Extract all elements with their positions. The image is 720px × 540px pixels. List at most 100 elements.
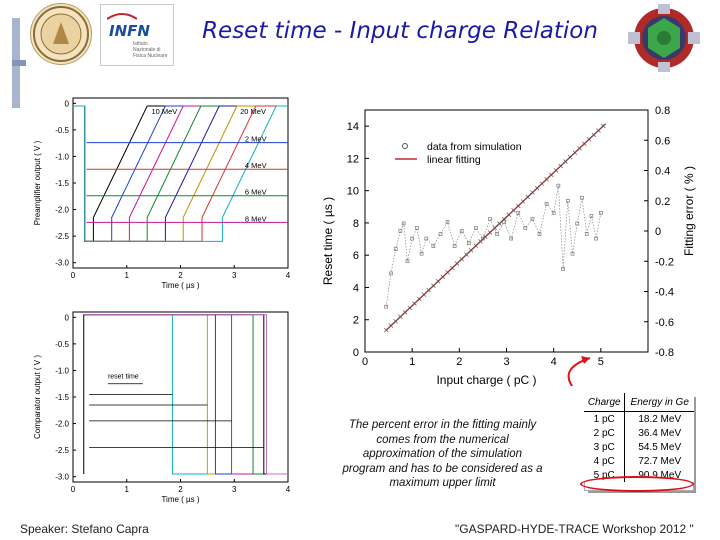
x-tick-label: 2 <box>178 485 183 494</box>
y-axis-label: Reset time ( µs ) <box>321 197 335 285</box>
table-cell: 3 pC <box>584 440 626 454</box>
error-point <box>401 221 406 226</box>
table-row: 3 pC 54.5 MeV <box>584 440 694 454</box>
energy-annotation: 10 MeV <box>151 107 177 116</box>
simulation-point <box>539 181 545 186</box>
simulation-point <box>586 137 592 142</box>
simulation-point <box>421 292 427 297</box>
preamp-series-line <box>73 105 288 242</box>
simulation-point <box>506 212 512 217</box>
error-point <box>566 198 570 203</box>
y-tick-label: -1.0 <box>55 366 69 375</box>
simulation-point <box>483 234 488 240</box>
x-tick-label: 3 <box>232 271 237 280</box>
x-tick-label: 2 <box>178 271 183 280</box>
simulation-point <box>431 283 436 288</box>
simulation-point <box>459 256 464 262</box>
x-tick-label: 0 <box>71 271 76 280</box>
simulation-point <box>553 168 559 173</box>
error-point <box>431 244 436 248</box>
simulation-point <box>600 123 606 129</box>
y2-tick-label: 0 <box>655 226 661 238</box>
plot-frame <box>72 311 289 483</box>
x-tick-label: 0 <box>362 356 368 368</box>
y-tick-label: 14 <box>347 121 359 133</box>
simulation-point <box>388 323 394 328</box>
table-cell: 2 pC <box>584 426 626 440</box>
y-tick-label: 4 <box>353 282 359 294</box>
y-tick-label: 0 <box>65 313 70 322</box>
slide-title: Reset time - Input charge Relation <box>202 18 598 44</box>
simulation-point <box>558 163 563 169</box>
energy-annotation: 2 MeV <box>245 135 267 144</box>
x-tick-label: 1 <box>409 356 415 368</box>
simulation-point <box>426 287 431 293</box>
simulation-point <box>577 145 582 151</box>
error-point <box>589 214 594 218</box>
y-tick-label: -2.0 <box>55 420 69 429</box>
energy-annotation: 4 MeV <box>245 161 267 170</box>
simulation-point <box>445 270 450 275</box>
error-point <box>516 211 521 215</box>
table-cell: 18.2 MeV <box>638 413 682 425</box>
error-point <box>509 236 514 241</box>
y-tick-label: 12 <box>347 153 359 165</box>
simulation-point <box>497 221 502 226</box>
error-point <box>424 236 429 241</box>
plot-frame <box>364 109 649 353</box>
error-point <box>551 211 556 215</box>
simulation-point <box>591 132 597 138</box>
x-tick-label: 0 <box>71 485 76 494</box>
x-tick-label: 4 <box>286 485 291 494</box>
simulation-point <box>534 185 540 191</box>
y2-tick-label: 0.6 <box>655 135 670 147</box>
table-row: 1 pC 18.2 MeV <box>584 411 694 426</box>
y-axis-label: Preamplifier output ( V ) <box>33 140 42 225</box>
simulation-point <box>487 230 493 235</box>
x-tick-label: 4 <box>551 356 557 368</box>
detector-illustration <box>620 2 708 74</box>
simulation-point <box>454 261 460 266</box>
infn-logo-text: INFN <box>109 22 150 40</box>
y2-axis-label: Fitting error ( % ) <box>682 166 696 256</box>
y-tick-label: 10 <box>347 186 359 198</box>
table-cell: 54.5 MeV <box>638 441 682 453</box>
y2-tick-label: -0.2 <box>655 256 674 268</box>
y-tick-label: -0.5 <box>55 126 69 135</box>
plot-frame <box>72 97 289 269</box>
infn-logo-subtitle: Istituto Nazionale di Fisica Nucleare <box>133 41 168 59</box>
simulation-point <box>520 199 526 204</box>
legend-label: linear fitting <box>427 154 481 166</box>
x-tick-label: 1 <box>125 271 130 280</box>
x-axis-label: Time ( µs ) <box>161 281 199 290</box>
simulation-point <box>407 305 413 311</box>
simulation-point <box>450 265 455 271</box>
error-point <box>445 220 450 224</box>
infn-logo: INFN Istituto Nazionale di Fisica Nuclea… <box>100 4 174 66</box>
y-tick-label: -1.5 <box>55 393 69 402</box>
y-tick-label: -1.0 <box>55 152 69 161</box>
error-point <box>537 232 542 236</box>
y-tick-label: 6 <box>353 250 359 262</box>
table-row: 4 pC 72.7 MeV <box>584 454 694 468</box>
x-tick-label: 5 <box>598 356 604 368</box>
error-point <box>575 221 580 226</box>
error-point <box>584 232 589 236</box>
y2-tick-label: -0.4 <box>655 287 674 299</box>
x-axis-label: Time ( µs ) <box>161 495 199 504</box>
error-point <box>405 259 410 264</box>
table-cell: 90.9 MeV <box>638 469 682 481</box>
table-cell: 72.7 MeV <box>638 455 682 467</box>
simulation-point <box>516 203 521 209</box>
error-point <box>389 271 393 276</box>
simulation-point <box>402 310 408 315</box>
simulation-point <box>435 279 441 284</box>
x-tick-label: 4 <box>286 271 291 280</box>
simulation-point <box>544 177 549 182</box>
x-tick-label: 3 <box>232 485 237 494</box>
energy-annotation: 6 MeV <box>245 188 267 197</box>
table-cell: 36.4 MeV <box>638 427 682 439</box>
reset-time-chart: 0 1 2 3 4 502468101214-0.8-0.6-0.4-0.200.20.4… <box>321 105 696 387</box>
decor-bar-tick <box>12 60 26 66</box>
error-point <box>481 236 485 241</box>
